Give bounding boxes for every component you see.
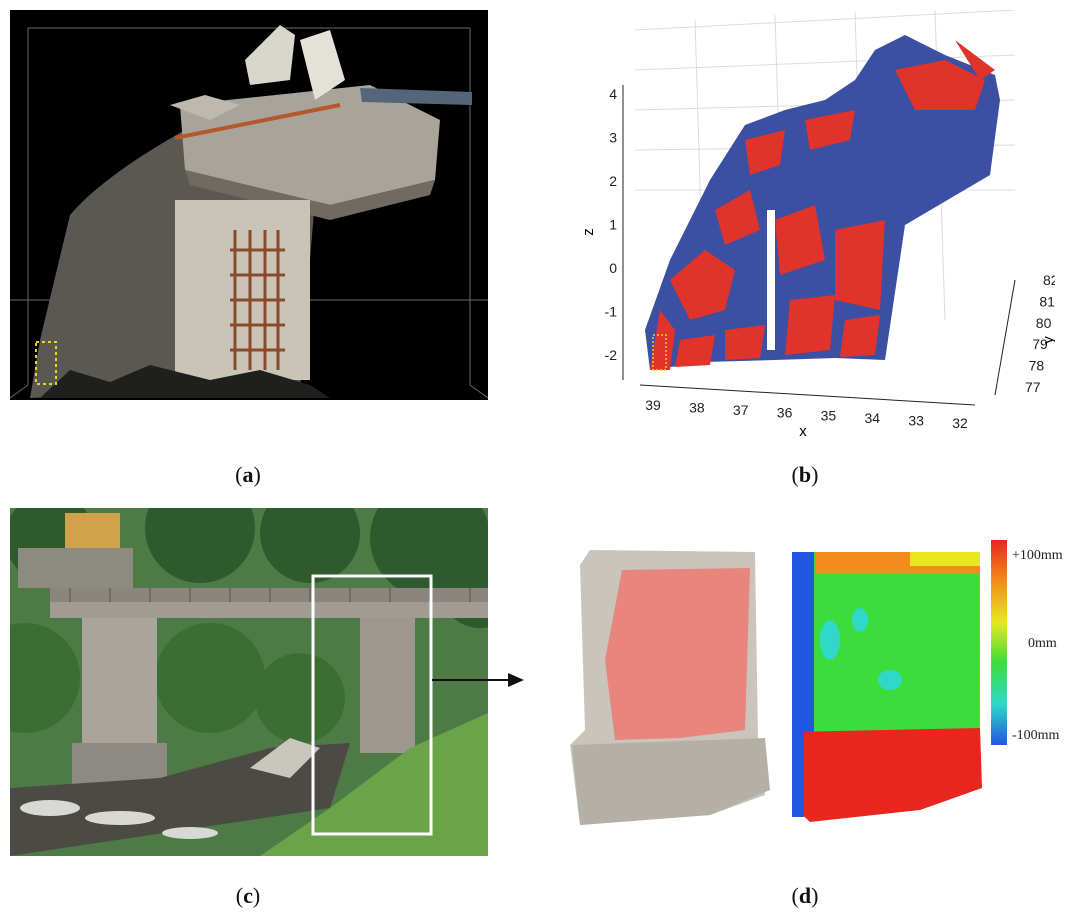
panel-c-svg	[10, 508, 488, 856]
caption-b: (b)	[791, 462, 819, 487]
y-axis-ticks: 77 78 79 80 81 82	[1025, 272, 1055, 395]
x-tick: 37	[733, 402, 749, 418]
z-tick: 0	[609, 260, 617, 276]
deviation-footing	[792, 728, 982, 822]
z-axis-label: z	[580, 228, 597, 236]
x-tick: 34	[864, 410, 880, 426]
panel-a-svg	[10, 25, 488, 399]
caption-d: (d)	[791, 883, 819, 908]
pier-column	[175, 200, 310, 380]
bridge-deck	[50, 602, 488, 618]
y-tick: 77	[1025, 379, 1041, 395]
y-tick: 80	[1036, 315, 1052, 331]
colorbar-min-label: -100mm	[1012, 728, 1060, 743]
deviation-top-highlight	[910, 552, 980, 566]
deviation-edge-low	[792, 552, 814, 732]
x-tick: 39	[645, 397, 661, 413]
z-axis-ticks: 4 3 2 1 0 -1 -2	[605, 86, 618, 363]
concrete-bank	[250, 738, 320, 778]
z-tick: 2	[609, 173, 617, 189]
vegetation	[40, 365, 330, 398]
z-tick: -2	[605, 347, 618, 363]
colorbar	[991, 540, 1007, 745]
building	[18, 548, 133, 588]
colorbar-mid-label: 0mm	[1028, 636, 1057, 651]
z-tick: 4	[609, 86, 617, 102]
x-axis	[639, 384, 976, 406]
caption-a: (a)	[235, 462, 261, 487]
pier-right	[360, 618, 415, 753]
scan-cloud	[650, 40, 995, 370]
colorbar-max-label: +100mm	[1012, 548, 1063, 563]
pier-left	[82, 618, 157, 753]
y-tick: 81	[1039, 293, 1055, 309]
panel-a-point-cloud	[10, 10, 488, 400]
rusted-beam	[174, 103, 341, 140]
selection-box	[311, 574, 433, 836]
y-axis	[994, 279, 1016, 396]
panel-d-svg	[570, 550, 982, 825]
deviation-footing-edge	[792, 732, 804, 817]
pier-cap	[180, 85, 440, 205]
rapids	[20, 800, 218, 839]
pier-footing	[572, 738, 770, 825]
panel-d-deviation: +100mm 0mm -100mm	[560, 540, 1067, 870]
y-tick: 82	[1043, 272, 1055, 288]
x-tick: 35	[821, 407, 837, 423]
z-tick: 1	[609, 217, 617, 233]
railing	[360, 88, 472, 105]
highlight-box	[35, 341, 57, 385]
x-axis-label: x	[799, 423, 807, 440]
y-axis-label: y	[1040, 336, 1055, 344]
exposed-rebar	[230, 230, 285, 370]
z-tick: 3	[609, 130, 617, 146]
x-tick: 38	[689, 400, 705, 416]
reference-cloud	[645, 35, 1000, 370]
caption-c: (c)	[235, 883, 261, 908]
overlay-region	[605, 568, 750, 740]
girder-right	[300, 30, 345, 100]
girder-left	[245, 25, 295, 85]
y-tick: 78	[1029, 358, 1045, 374]
x-tick: 33	[908, 412, 924, 428]
deviation-spots	[820, 608, 902, 690]
pier-cap-underside	[185, 170, 435, 220]
cloud-gap	[767, 210, 775, 350]
building-top	[65, 513, 120, 548]
arrow-icon	[432, 673, 524, 687]
panel-b-3d-scatter: 4 3 2 1 0 -1 -2 z 39 38 37 36 35 34 33 32 x 77 78 79 80 8…	[575, 10, 1055, 440]
x-axis-ticks: 39 38 37 36 35 34 33 32	[645, 397, 968, 431]
z-tick: -1	[605, 304, 618, 320]
girder-fragment	[170, 95, 240, 120]
foreground-foliage	[10, 623, 345, 743]
y-tick: 79	[1032, 336, 1048, 352]
x-tick: 32	[952, 415, 968, 431]
x-tick: 36	[777, 405, 793, 421]
panel-c-bridge-photo	[10, 508, 488, 856]
